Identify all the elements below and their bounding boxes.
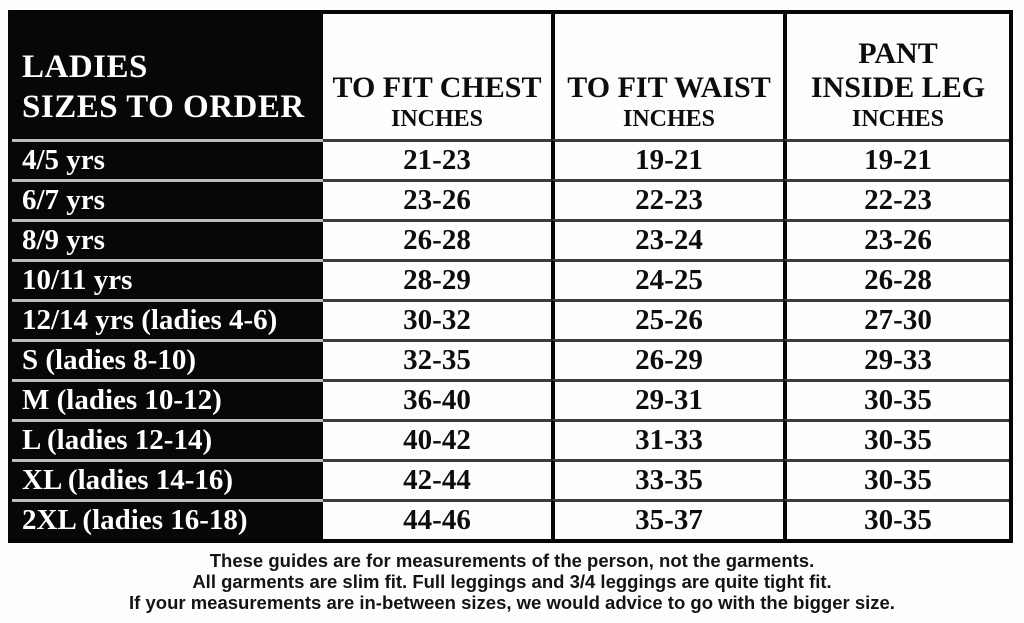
- chest-value: 44-46: [323, 499, 551, 539]
- size-table: LADIES SIZES TO ORDER TO FIT CHEST INCHE…: [8, 10, 1013, 543]
- size-label: 8/9 yrs: [12, 219, 323, 259]
- waist-value: 31-33: [551, 419, 783, 459]
- header-ladies-line2: SIZES TO ORDER: [22, 89, 305, 125]
- note-line-2: All garments are slim fit. Full leggings…: [192, 571, 832, 592]
- waist-value: 23-24: [551, 219, 783, 259]
- leg-value: 30-35: [783, 499, 1009, 539]
- header-waist-label: TO FIT WAIST: [567, 71, 771, 104]
- leg-value: 30-35: [783, 379, 1009, 419]
- table-row: 8/9 yrs 26-28 23-24 23-26: [12, 219, 1009, 259]
- leg-value: 19-21: [783, 139, 1009, 179]
- size-label: 6/7 yrs: [12, 179, 323, 219]
- chest-value: 21-23: [323, 139, 551, 179]
- footnotes: These guides are for measurements of the…: [0, 550, 1024, 613]
- waist-value: 19-21: [551, 139, 783, 179]
- header-inside-leg: PANT INSIDE LEG INCHES: [783, 14, 1009, 139]
- waist-value: 22-23: [551, 179, 783, 219]
- size-label: S (ladies 8-10): [12, 339, 323, 379]
- table-row: 12/14 yrs (ladies 4-6) 30-32 25-26 27-30: [12, 299, 1009, 339]
- size-label: XL (ladies 14-16): [12, 459, 323, 499]
- note-line-1: These guides are for measurements of the…: [209, 550, 815, 571]
- chest-value: 32-35: [323, 339, 551, 379]
- size-label: 4/5 yrs: [12, 139, 323, 179]
- header-leg-line2: INSIDE LEG: [810, 71, 986, 104]
- waist-value: 33-35: [551, 459, 783, 499]
- chest-value: 40-42: [323, 419, 551, 459]
- size-label: 2XL (ladies 16-18): [12, 499, 323, 539]
- table-header-row: LADIES SIZES TO ORDER TO FIT CHEST INCHE…: [12, 14, 1009, 139]
- waist-value: 35-37: [551, 499, 783, 539]
- leg-value: 23-26: [783, 219, 1009, 259]
- leg-value: 26-28: [783, 259, 1009, 299]
- header-leg-units: INCHES: [851, 106, 945, 132]
- table-row: 4/5 yrs 21-23 19-21 19-21: [12, 139, 1009, 179]
- leg-value: 22-23: [783, 179, 1009, 219]
- note-line-3: If your measurements are in-between size…: [129, 592, 895, 613]
- header-waist-units: INCHES: [622, 106, 716, 132]
- chest-value: 23-26: [323, 179, 551, 219]
- leg-value: 29-33: [783, 339, 1009, 379]
- header-chest-label: TO FIT CHEST: [332, 71, 542, 104]
- chest-value: 42-44: [323, 459, 551, 499]
- header-ladies-line1: LADIES: [22, 49, 148, 85]
- chest-value: 28-29: [323, 259, 551, 299]
- table-row: M (ladies 10-12) 36-40 29-31 30-35: [12, 379, 1009, 419]
- chest-value: 36-40: [323, 379, 551, 419]
- header-chest: TO FIT CHEST INCHES: [323, 14, 551, 139]
- waist-value: 25-26: [551, 299, 783, 339]
- header-leg-line1: PANT: [858, 37, 938, 70]
- leg-value: 27-30: [783, 299, 1009, 339]
- leg-value: 30-35: [783, 419, 1009, 459]
- table-row: L (ladies 12-14) 40-42 31-33 30-35: [12, 419, 1009, 459]
- size-label: M (ladies 10-12): [12, 379, 323, 419]
- chest-value: 26-28: [323, 219, 551, 259]
- header-ladies-sizes: LADIES SIZES TO ORDER: [12, 14, 323, 139]
- table-row: 10/11 yrs 28-29 24-25 26-28: [12, 259, 1009, 299]
- header-waist: TO FIT WAIST INCHES: [551, 14, 783, 139]
- waist-value: 29-31: [551, 379, 783, 419]
- table-row: S (ladies 8-10) 32-35 26-29 29-33: [12, 339, 1009, 379]
- waist-value: 26-29: [551, 339, 783, 379]
- table-row: XL (ladies 14-16) 42-44 33-35 30-35: [12, 459, 1009, 499]
- chest-value: 30-32: [323, 299, 551, 339]
- size-label: 12/14 yrs (ladies 4-6): [12, 299, 323, 339]
- table-row: 6/7 yrs 23-26 22-23 22-23: [12, 179, 1009, 219]
- header-chest-units: INCHES: [390, 106, 484, 132]
- size-label: 10/11 yrs: [12, 259, 323, 299]
- table-row: 2XL (ladies 16-18) 44-46 35-37 30-35: [12, 499, 1009, 539]
- waist-value: 24-25: [551, 259, 783, 299]
- size-label: L (ladies 12-14): [12, 419, 323, 459]
- leg-value: 30-35: [783, 459, 1009, 499]
